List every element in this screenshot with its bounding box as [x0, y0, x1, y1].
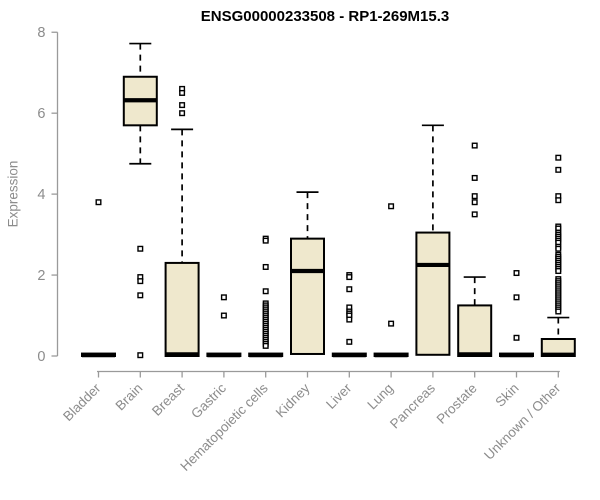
- outlier-point: [471, 193, 478, 200]
- outlier-point: [179, 89, 186, 96]
- outlier-point: [262, 263, 269, 270]
- y-tick-label: 4: [37, 187, 45, 203]
- outlier-point: [388, 320, 395, 327]
- outlier-point: [471, 211, 478, 218]
- outlier-point: [555, 245, 562, 252]
- y-tick-label: 8: [37, 25, 45, 41]
- outlier-point: [95, 199, 102, 206]
- outlier-point: [179, 102, 186, 109]
- outlier-point: [137, 278, 144, 285]
- x-category-label: Brain: [113, 381, 146, 414]
- y-tick-label: 2: [37, 268, 45, 284]
- outlier-point: [262, 237, 269, 244]
- outlier-point: [262, 342, 269, 349]
- outlier-point: [179, 110, 186, 117]
- outlier-point: [137, 352, 144, 359]
- box: [290, 237, 325, 355]
- x-category-label: Liver: [323, 380, 355, 412]
- x-category-label: Bladder: [60, 380, 104, 424]
- box: [457, 304, 493, 358]
- outlier-point: [346, 316, 353, 323]
- x-category-label: Pancreas: [387, 380, 438, 431]
- outlier-point: [471, 199, 478, 206]
- outlier-point: [137, 245, 144, 252]
- x-category-label: Unknown / Other: [481, 380, 564, 463]
- chart-title: ENSG00000233508 - RP1-269M15.3: [200, 8, 450, 25]
- x-category-label: Prostate: [434, 381, 480, 427]
- x-category-label: Lung: [364, 381, 396, 413]
- outlier-point: [471, 142, 478, 149]
- outlier-point: [471, 174, 478, 181]
- outlier-point: [346, 286, 353, 293]
- y-tick-label: 6: [37, 106, 45, 122]
- outlier-point: [137, 292, 144, 299]
- outlier-point: [555, 166, 562, 173]
- outlier-point: [513, 334, 520, 341]
- outlier-point: [220, 294, 227, 301]
- box: [415, 231, 451, 356]
- outlier-point: [513, 294, 520, 301]
- outlier-point: [555, 197, 562, 204]
- outlier-point: [262, 288, 269, 295]
- outlier-point: [220, 312, 227, 319]
- outlier-point: [555, 308, 562, 315]
- x-category-label: Breast: [149, 380, 187, 418]
- box: [164, 261, 200, 358]
- outlier-point: [555, 268, 562, 275]
- outlier-point: [513, 270, 520, 277]
- outlier-point: [555, 154, 562, 161]
- outlier-point: [346, 338, 353, 345]
- x-category-label: Gastric: [188, 380, 229, 421]
- x-category-label: Skin: [492, 381, 521, 410]
- outlier-point: [346, 274, 353, 281]
- x-category-label: Kidney: [273, 380, 313, 420]
- y-tick-label: 0: [37, 349, 45, 365]
- outlier-point: [388, 203, 395, 210]
